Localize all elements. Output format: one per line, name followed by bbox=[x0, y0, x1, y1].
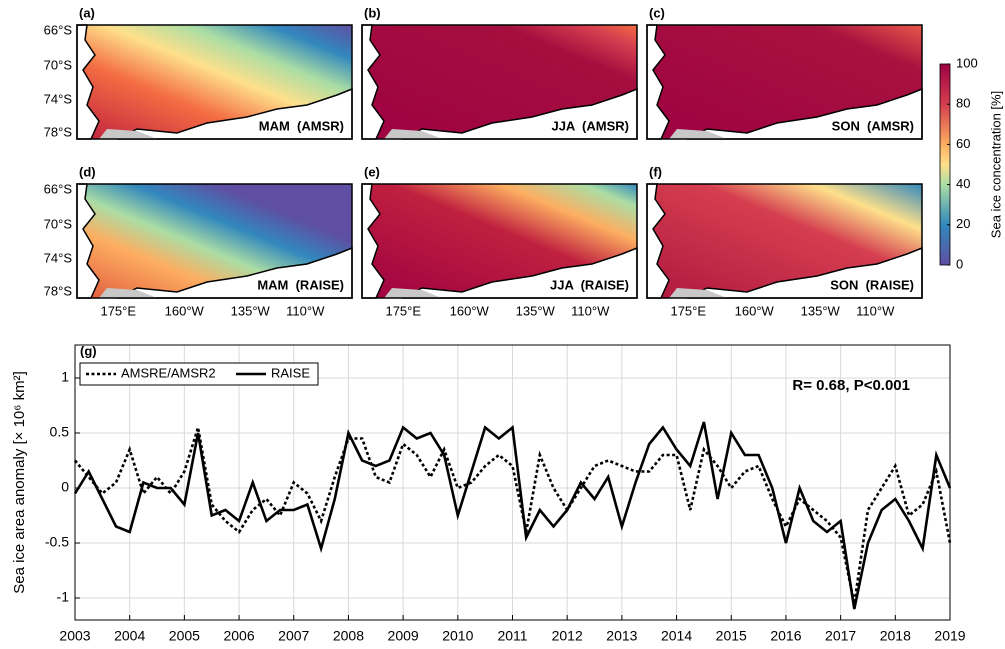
colorbar-tick-label: 40 bbox=[956, 176, 970, 191]
x-tick-label: 2011 bbox=[497, 628, 527, 644]
colorbar-tick-label: 80 bbox=[956, 96, 970, 111]
lon-tick-label: 110°W bbox=[286, 303, 325, 318]
lon-tick-label: 135°W bbox=[231, 303, 271, 318]
lat-tick-label: 70°S bbox=[44, 216, 73, 231]
lat-tick-label: 74°S bbox=[44, 250, 73, 265]
map-panel: (c) SON (AMSR) bbox=[646, 5, 923, 140]
map-panel: (f) SON (RAISE) 175°E 160°W 135°W 110°W bbox=[646, 164, 923, 318]
lon-tick-label: 175°E bbox=[100, 303, 136, 318]
lon-tick-label: 110°W bbox=[571, 303, 610, 318]
ice-shelf bbox=[384, 288, 442, 298]
lat-tick-label: 70°S bbox=[44, 57, 73, 72]
legend-label: RAISE bbox=[271, 365, 310, 380]
lon-tick-label: 175°E bbox=[670, 303, 706, 318]
panel-label: (f) bbox=[649, 164, 662, 179]
ice-shelf bbox=[669, 288, 727, 298]
colorbar-tick-label: 0 bbox=[956, 256, 963, 271]
series-line bbox=[73, 421, 952, 610]
legend-label: AMSRE/AMSR2 bbox=[121, 365, 216, 380]
x-tick-label: 2016 bbox=[770, 628, 801, 644]
panel-title: JJA (RAISE) bbox=[550, 277, 629, 292]
lon-tick-label: 160°W bbox=[735, 303, 775, 318]
map-panel: (d) MAM (RAISE) 66°S 70°S 74°S 78°S 175°E 160°W… bbox=[44, 164, 353, 318]
lon-tick-label: 135°W bbox=[801, 303, 841, 318]
x-tick-label: 2009 bbox=[388, 628, 419, 644]
x-tick-label: 2006 bbox=[223, 628, 254, 644]
x-tick-label: 2017 bbox=[825, 628, 856, 644]
lon-tick-label: 160°W bbox=[450, 303, 490, 318]
y-tick-label: -1 bbox=[57, 589, 70, 605]
map-frame bbox=[76, 24, 353, 140]
lat-tick-label: 78°S bbox=[44, 124, 73, 139]
ice-shelf bbox=[669, 129, 727, 139]
map-frame bbox=[646, 24, 923, 140]
lon-tick-label: 135°W bbox=[516, 303, 556, 318]
panel-label: (b) bbox=[364, 5, 381, 20]
lat-tick-label: 74°S bbox=[44, 91, 73, 106]
colorbar bbox=[939, 63, 951, 266]
panel-title: MAM (RAISE) bbox=[257, 277, 344, 292]
x-tick-label: 2008 bbox=[333, 628, 364, 644]
x-tick-label: 2003 bbox=[59, 628, 90, 644]
ice-shelf bbox=[99, 288, 157, 298]
panel-label: (d) bbox=[79, 164, 96, 179]
x-tick-label: 2015 bbox=[716, 628, 747, 644]
x-tick-label: 2004 bbox=[114, 628, 145, 644]
panel-title: SON (AMSR) bbox=[832, 118, 914, 133]
map-panel: (e) JJA (RAISE) 175°E 160°W 135°W 110°W bbox=[361, 164, 638, 318]
colorbar-label: Sea ice concentration [%] bbox=[988, 91, 1003, 238]
panel-label: (a) bbox=[79, 5, 95, 20]
x-tick-label: 2007 bbox=[278, 628, 309, 644]
legend-box bbox=[79, 362, 319, 386]
panel-title: SON (RAISE) bbox=[830, 277, 914, 292]
x-tick-label: 2019 bbox=[934, 628, 965, 644]
x-tick-label: 2014 bbox=[661, 628, 692, 644]
lon-tick-label: 110°W bbox=[856, 303, 895, 318]
lon-tick-label: 175°E bbox=[385, 303, 421, 318]
map-frame bbox=[646, 183, 923, 299]
ice-shelf bbox=[99, 129, 157, 139]
x-tick-label: 2005 bbox=[169, 628, 200, 644]
lat-tick-label: 66°S bbox=[44, 22, 73, 37]
annotation: R= 0.68, P<0.001 bbox=[792, 377, 910, 394]
x-tick-label: 2018 bbox=[880, 628, 911, 644]
y-tick-label: 0 bbox=[61, 479, 69, 495]
series-line bbox=[73, 427, 952, 604]
panel-title: JJA (AMSR) bbox=[551, 118, 629, 133]
x-tick-label: 2010 bbox=[442, 628, 473, 644]
map-frame bbox=[361, 24, 638, 140]
panel-label: (g) bbox=[80, 343, 97, 358]
map-panel: (b) JJA (AMSR) bbox=[361, 5, 638, 140]
colorbar-tick-label: 60 bbox=[956, 136, 970, 151]
panel-label: (c) bbox=[649, 5, 665, 20]
panel-label: (e) bbox=[364, 164, 380, 179]
colorbar-tick-label: 100 bbox=[956, 55, 978, 70]
colorbar-tick-label: 20 bbox=[956, 216, 970, 231]
lon-tick-label: 160°W bbox=[165, 303, 205, 318]
ice-shelf bbox=[384, 129, 442, 139]
map-frame bbox=[76, 183, 353, 299]
y-axis-label: Sea ice area anomaly [× 10⁶ km²] bbox=[11, 371, 28, 594]
panel-title: MAM (AMSR) bbox=[259, 118, 344, 133]
lat-tick-label: 78°S bbox=[44, 283, 73, 298]
map-panel: (a) MAM (AMSR) 66°S 70°S 74°S 78°S bbox=[44, 5, 353, 140]
y-tick-label: -0.5 bbox=[45, 534, 69, 550]
plot-frame bbox=[74, 344, 951, 621]
x-tick-label: 2012 bbox=[552, 628, 583, 644]
lat-tick-label: 66°S bbox=[44, 181, 73, 196]
map-frame bbox=[361, 183, 638, 299]
y-tick-label: 0.5 bbox=[50, 424, 70, 440]
x-tick-label: 2013 bbox=[606, 628, 637, 644]
y-tick-label: 1 bbox=[61, 369, 69, 385]
